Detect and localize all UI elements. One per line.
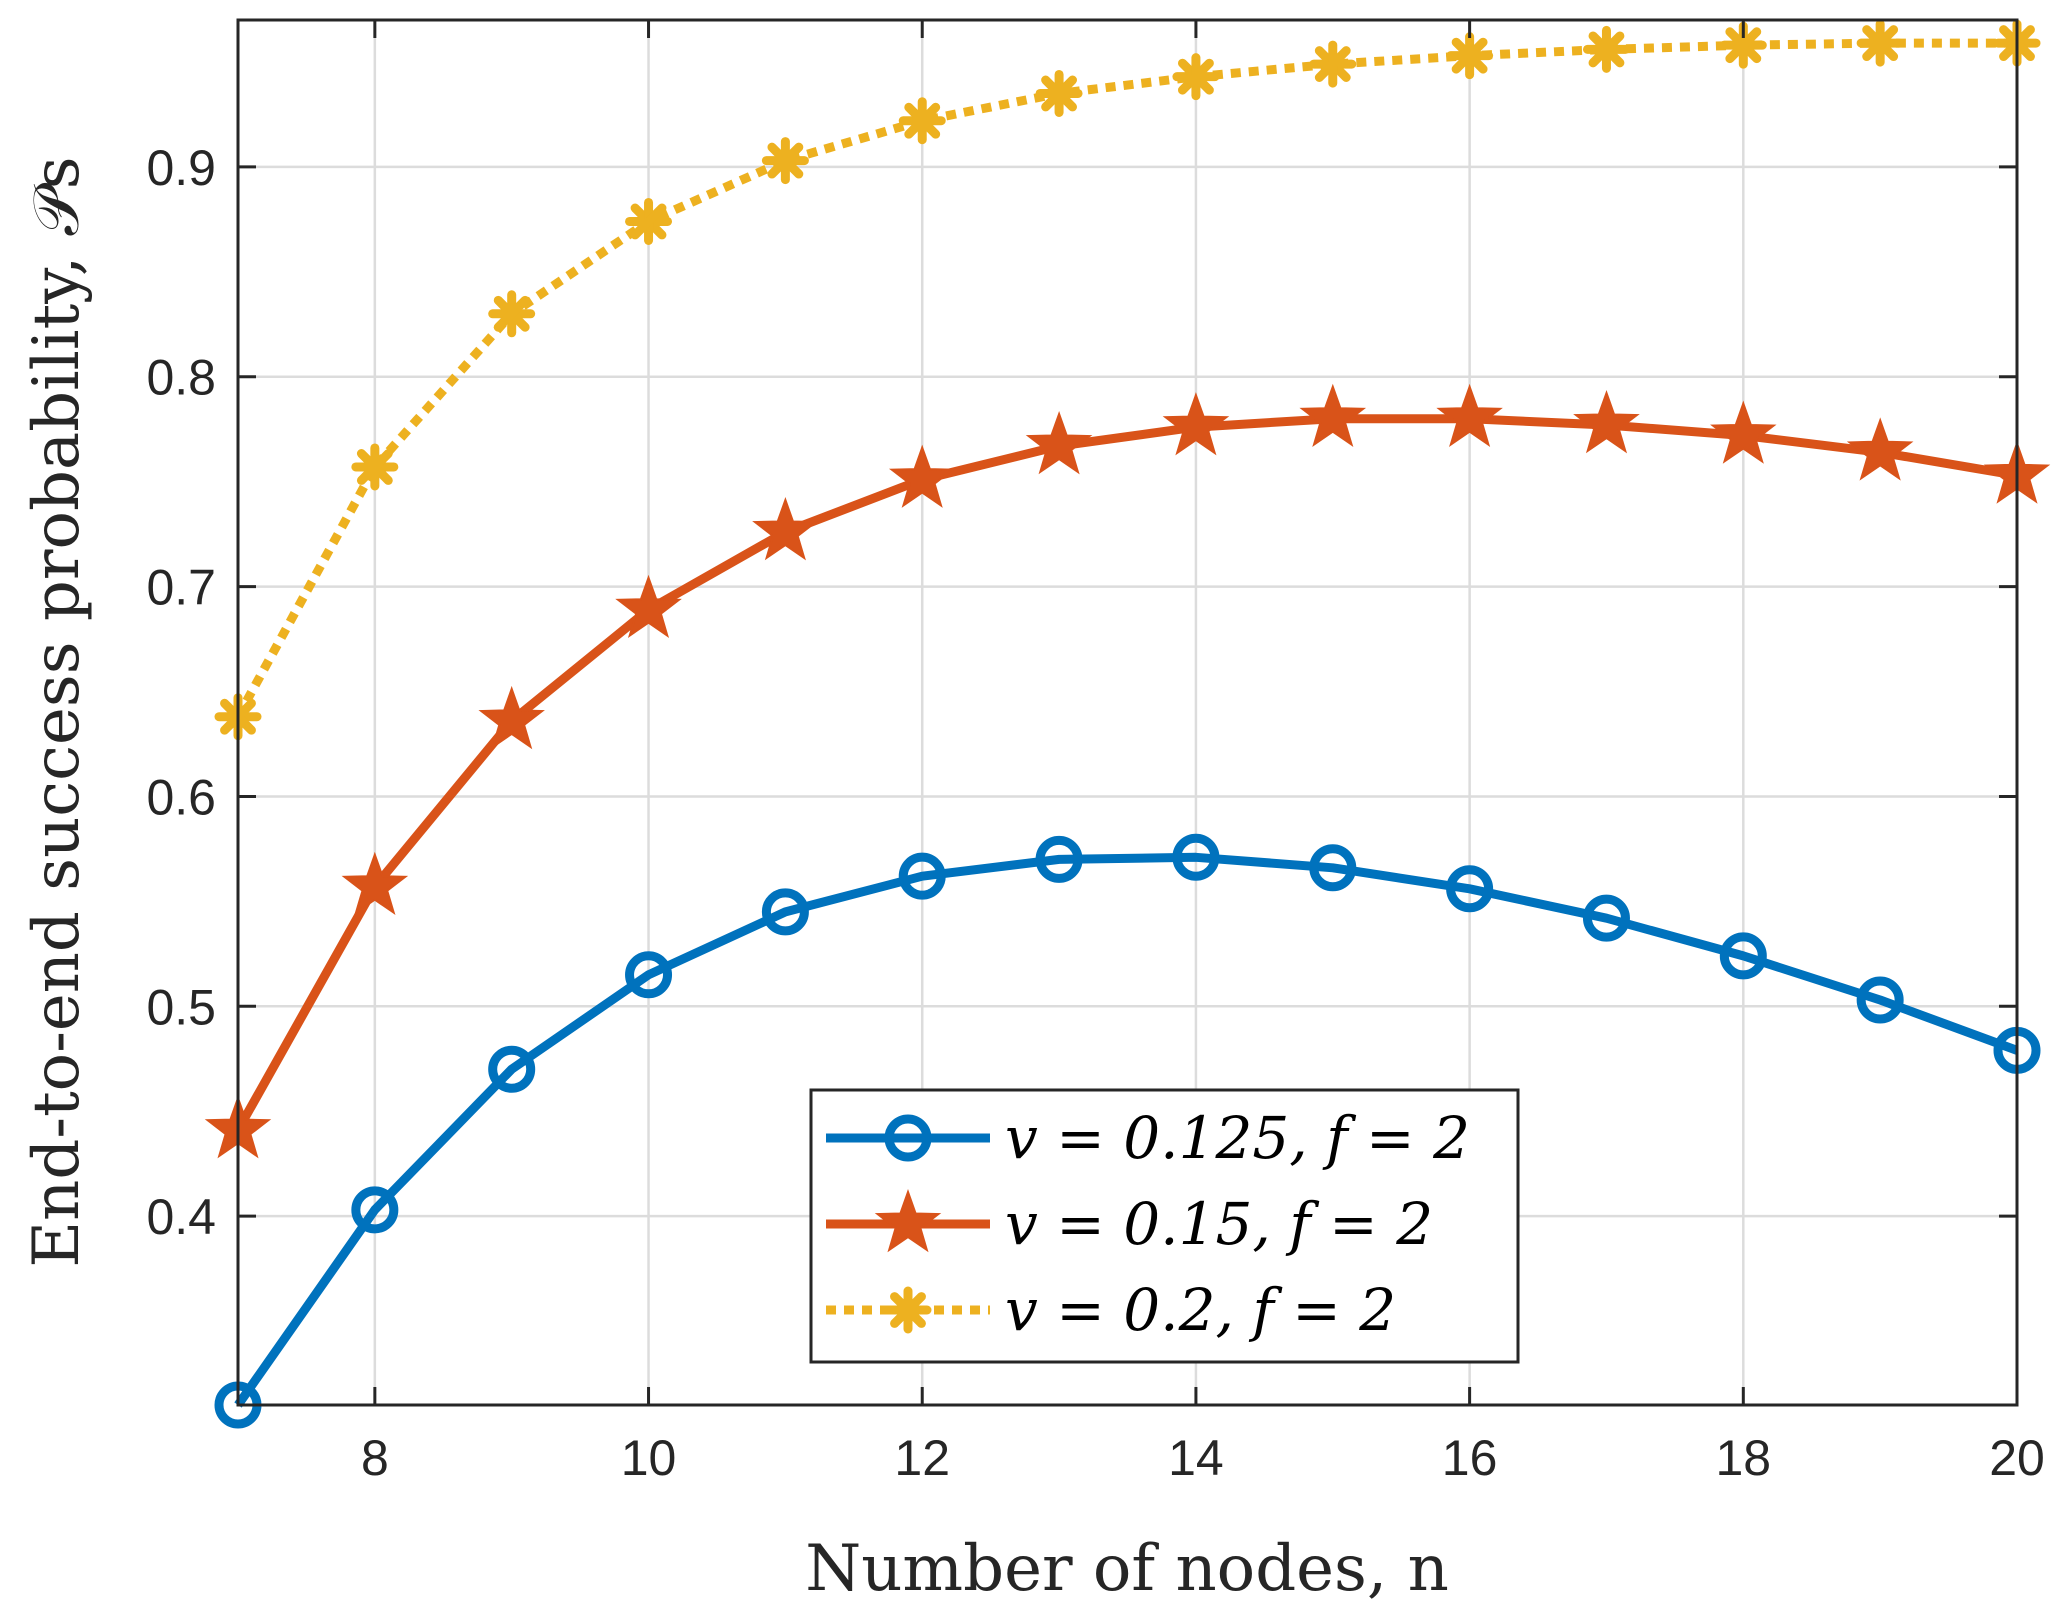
x-tick-label: 12 [894, 1430, 950, 1486]
data-point [625, 197, 673, 245]
data-point [341, 851, 409, 916]
data-point [1309, 40, 1357, 88]
series-line [234, 852, 2019, 1408]
legend-marker [874, 1188, 942, 1253]
data-point [1035, 69, 1083, 117]
legend-marker [884, 1286, 932, 1334]
legend-entry-1: v = 0.125, f = 2 [826, 1104, 1470, 1172]
y-tick-label: 0.5 [146, 979, 216, 1035]
data-point [761, 137, 809, 185]
data-point [1035, 835, 1083, 883]
data-point [888, 444, 956, 508]
x-tick-labels: 8 10 12 14 16 18 20 [361, 1430, 2045, 1486]
data-point [488, 290, 536, 338]
data-point [1162, 392, 1230, 456]
plot-frame [236, 18, 2019, 1407]
y-tick-label: 0.7 [146, 560, 216, 616]
x-axis-title: Number of nodes, n [805, 1532, 1449, 1606]
x-tick-label: 18 [1715, 1430, 1771, 1486]
data-point [1299, 383, 1367, 448]
data-point [1719, 21, 1767, 69]
legend-marker [884, 1114, 932, 1162]
data-point [1846, 417, 1914, 481]
data-point [615, 574, 682, 639]
grid [238, 20, 2019, 1405]
data-point [1582, 25, 1630, 73]
x-tick-label: 20 [1989, 1430, 2045, 1486]
data-point [478, 685, 545, 750]
data-point [488, 1045, 536, 1093]
y-tick-labels: 0.4 0.5 0.6 0.7 0.8 0.9 [146, 140, 216, 1245]
data-point [1172, 833, 1220, 881]
data-point [1025, 411, 1093, 475]
data-point [1309, 844, 1357, 892]
x-tick-label: 8 [361, 1430, 389, 1486]
data-point [1172, 53, 1220, 101]
y-tick-label: 0.4 [146, 1189, 216, 1245]
data-point [898, 97, 946, 145]
data-point [1446, 865, 1494, 913]
data-point [1710, 400, 1777, 464]
data-point [752, 497, 819, 561]
series-2 [204, 383, 2051, 1159]
series-layer [204, 19, 2051, 1429]
legend-label: v = 0.125, f = 2 [1005, 1104, 1470, 1172]
data-point [351, 443, 399, 491]
data-point [1582, 894, 1630, 942]
data-point [1573, 390, 1640, 454]
data-point [761, 888, 809, 936]
y-axis-title: End-to-end success probability, 𝒫s [20, 156, 94, 1267]
data-point [1856, 19, 1904, 67]
legend-label: v = 0.2, f = 2 [1005, 1276, 1396, 1344]
data-point [898, 852, 946, 900]
data-point [351, 1186, 399, 1234]
legend-entry-2: v = 0.15, f = 2 [826, 1188, 1433, 1258]
series-line [234, 414, 2018, 1133]
legend-entry-3: v = 0.2, f = 2 [826, 1276, 1396, 1344]
y-tick-label: 0.9 [146, 140, 216, 196]
x-tick-label: 10 [621, 1430, 677, 1486]
y-tick-label: 0.8 [146, 350, 216, 406]
data-point [1436, 383, 1503, 448]
x-tick-label: 14 [1168, 1430, 1224, 1486]
data-point [1856, 976, 1904, 1024]
data-point [625, 951, 673, 999]
y-tick-label: 0.6 [146, 769, 216, 825]
data-point [1446, 32, 1494, 80]
ticks [238, 20, 2019, 1405]
legend-label: v = 0.15, f = 2 [1005, 1190, 1433, 1258]
legend: v = 0.125, f = 2 v = 0.15, f = 2 v = 0.2, … [809, 1088, 1520, 1364]
data-point [1719, 932, 1767, 980]
x-tick-label: 16 [1442, 1430, 1498, 1486]
